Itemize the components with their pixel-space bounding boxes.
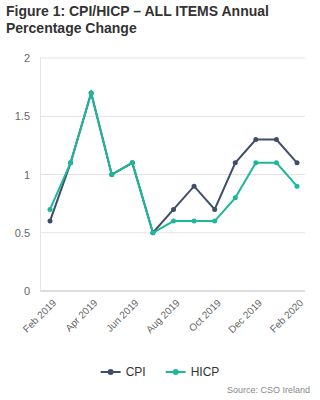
series-marker <box>212 219 217 224</box>
legend-label: CPI <box>126 365 146 379</box>
series-marker <box>130 160 135 165</box>
series-marker <box>295 184 300 189</box>
x-tick: Dec 2019 <box>226 297 264 335</box>
y-tick-label: 1 <box>24 169 30 181</box>
series-marker <box>150 230 155 235</box>
y-tick: 0.5 <box>15 227 40 239</box>
x-tick: Oct 2019 <box>187 297 224 334</box>
x-tick-label: Dec 2019 <box>226 297 264 335</box>
series-marker <box>150 230 155 235</box>
series-marker <box>89 90 94 95</box>
y-tick: 1 <box>24 169 40 181</box>
marks <box>48 90 300 235</box>
series-marker <box>109 172 114 177</box>
series-marker <box>48 219 53 224</box>
title: Figure 1: CPI/HICP – ALL ITEMS AnnualPer… <box>6 3 269 36</box>
grid-line <box>40 291 305 292</box>
series-marker <box>192 184 197 189</box>
legend-marker <box>108 369 114 375</box>
x-tick: Apr 2019 <box>63 297 100 334</box>
chart: Figure 1: CPI/HICP – ALL ITEMS AnnualPer… <box>0 0 320 400</box>
x-axis: Feb 2019Apr 2019Jun 2019Aug 2019Oct 2019… <box>21 291 306 335</box>
series-marker <box>68 160 73 165</box>
x-tick: Aug 2019 <box>144 297 182 335</box>
x-tick-label: Feb 2019 <box>21 297 59 335</box>
grid-line <box>40 58 305 59</box>
series-marker <box>109 172 114 177</box>
series-marker <box>192 219 197 224</box>
series <box>48 90 300 235</box>
series-marker <box>253 137 258 142</box>
series-marker <box>233 195 238 200</box>
x-tick-label: Apr 2019 <box>63 297 100 334</box>
y-axis-line <box>40 59 41 292</box>
grid-line <box>40 174 305 175</box>
series-line <box>50 93 297 233</box>
y-tick-label: 0 <box>24 285 30 297</box>
y-tick-label: 1.5 <box>15 110 30 122</box>
series-marker <box>130 160 135 165</box>
series-marker <box>171 219 176 224</box>
legend: CPI HICP <box>101 365 220 379</box>
x-tick-label: Oct 2019 <box>187 297 224 334</box>
x-tick: Feb 2020 <box>268 297 306 335</box>
legend-item: CPI <box>101 365 146 379</box>
source: Source: CSO Ireland <box>227 385 310 395</box>
x-tick: Jun 2019 <box>104 297 141 334</box>
series-marker <box>295 160 300 165</box>
x-tick: Feb 2019 <box>21 297 59 335</box>
grid <box>40 58 305 291</box>
y-axis: 0 0.5 1 1.5 2 <box>15 52 41 297</box>
y-tick-label: 2 <box>24 52 30 64</box>
y-tick-label: 0.5 <box>15 227 30 239</box>
series-marker <box>253 160 258 165</box>
x-tick-label: Feb 2020 <box>268 297 306 335</box>
series-line <box>50 93 297 233</box>
series-marker <box>89 90 94 95</box>
series-marker <box>212 207 217 212</box>
y-tick: 0 <box>24 285 40 297</box>
grid-line <box>40 232 305 233</box>
series-marker <box>274 160 279 165</box>
y-tick: 1.5 <box>15 110 40 122</box>
plot <box>40 58 305 291</box>
x-tick-label: Jun 2019 <box>104 297 141 334</box>
legend-marker <box>173 369 179 375</box>
x-axis-line <box>40 291 305 292</box>
grid-line <box>40 116 305 117</box>
series <box>48 90 300 235</box>
series-marker <box>274 137 279 142</box>
legend-label: HICP <box>191 365 220 379</box>
y-tick: 2 <box>24 52 40 64</box>
series-marker <box>233 160 238 165</box>
series-marker <box>171 207 176 212</box>
x-tick-label: Aug 2019 <box>144 297 182 335</box>
series-marker <box>68 160 73 165</box>
series-marker <box>48 207 53 212</box>
legend-item: HICP <box>166 365 220 379</box>
